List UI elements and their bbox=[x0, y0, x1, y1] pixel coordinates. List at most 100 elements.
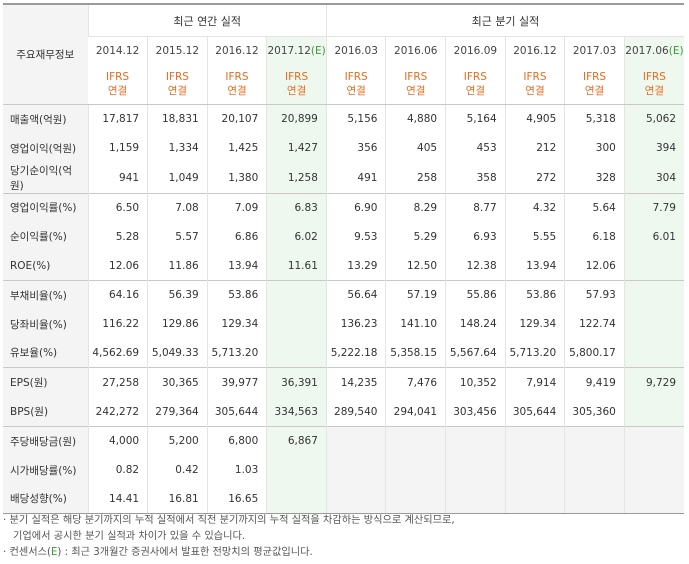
ifrs-standard: IFRS bbox=[225, 71, 249, 83]
value-cell: 1,427 bbox=[266, 133, 327, 163]
value-cell bbox=[266, 455, 327, 485]
table-row: 순이익률(%) 5.28 5.57 6.86 6.02 9.53 5.29 6.93 5.55 6… bbox=[3, 222, 684, 252]
value-cell: 5,800.17 bbox=[564, 338, 625, 368]
value-cell: 1.03 bbox=[206, 455, 267, 485]
value-cell: 129.34 bbox=[206, 309, 267, 339]
value-cell: 13.29 bbox=[325, 251, 386, 281]
value-cell bbox=[623, 425, 684, 456]
value-cell: 4,562.69 bbox=[87, 338, 148, 368]
period-label: 2015.12 bbox=[155, 44, 200, 57]
value-cell bbox=[266, 279, 327, 310]
value-cell: 272 bbox=[504, 162, 565, 194]
value-cell: 491 bbox=[325, 162, 386, 194]
row-label: 유보율(%) bbox=[3, 338, 88, 368]
value-cell bbox=[266, 338, 327, 368]
row-label: 영업이익률(%) bbox=[3, 192, 88, 223]
row-label: BPS(원) bbox=[3, 397, 88, 427]
value-cell: 57.93 bbox=[564, 279, 625, 310]
ifrs-standard: IFRS bbox=[285, 71, 309, 83]
value-cell: 64.16 bbox=[87, 279, 148, 310]
value-cell: 356 bbox=[325, 133, 386, 163]
value-cell: 1,258 bbox=[266, 162, 327, 194]
value-cell: 8.29 bbox=[385, 192, 446, 223]
row-label: 당기순이익(억원) bbox=[3, 162, 88, 194]
ifrs-label: IFRS 연결 bbox=[445, 64, 506, 105]
ifrs-standard: IFRS bbox=[463, 71, 487, 83]
ifrs-consolidated: 연결 bbox=[525, 85, 545, 97]
period-header: 2017.03 bbox=[564, 36, 625, 64]
value-cell: 5,713.20 bbox=[206, 338, 267, 368]
row-label: 부채비율(%) bbox=[3, 279, 88, 310]
ifrs-consolidated: 연결 bbox=[346, 85, 366, 97]
value-cell: 5,358.15 bbox=[385, 338, 446, 368]
row-label: 영업이익(억원) bbox=[3, 133, 88, 163]
value-cell: 294,041 bbox=[385, 397, 446, 427]
period-header: 2017.12(E) bbox=[266, 36, 327, 64]
ifrs-standard: IFRS bbox=[642, 71, 666, 83]
value-cell bbox=[504, 484, 565, 515]
value-cell: 30,365 bbox=[147, 367, 208, 398]
value-cell bbox=[325, 455, 386, 485]
quarter-group-header: 최근 분기 실적 bbox=[325, 3, 684, 37]
value-cell bbox=[564, 484, 625, 515]
period-label: 2016.03 bbox=[334, 44, 378, 57]
value-cell: 6.01 bbox=[623, 222, 684, 252]
value-cell: 148.24 bbox=[445, 309, 506, 339]
value-cell: 9.53 bbox=[325, 222, 386, 252]
value-cell: 4,880 bbox=[385, 104, 446, 134]
value-cell: 0.42 bbox=[147, 455, 208, 485]
ifrs-label: IFRS 연결 bbox=[266, 64, 327, 105]
value-cell: 453 bbox=[445, 133, 506, 163]
value-cell bbox=[445, 425, 506, 456]
table-row: 시가배당률(%) 0.82 0.42 1.03 bbox=[3, 455, 684, 485]
value-cell: 20,899 bbox=[266, 104, 327, 134]
value-cell: 5.28 bbox=[87, 222, 148, 252]
ifrs-label: IFRS 연결 bbox=[385, 64, 446, 105]
ifrs-standard: IFRS bbox=[105, 71, 130, 83]
table-row: ROE(%) 12.06 11.86 13.94 11.61 13.29 12.50 12.3… bbox=[3, 251, 684, 281]
period-label: 2016.06 bbox=[394, 44, 438, 57]
value-cell: 14,235 bbox=[325, 367, 386, 398]
period-label: 2016.09 bbox=[453, 44, 498, 57]
value-cell: 18,831 bbox=[147, 104, 208, 134]
value-cell: 6,867 bbox=[266, 425, 327, 456]
value-cell bbox=[564, 455, 625, 485]
value-cell: 9,419 bbox=[564, 367, 625, 398]
value-cell: 116.22 bbox=[87, 309, 148, 339]
financial-table-body: 매출액(억원) 17,817 18,831 20,107 20,899 5,156 4,88… bbox=[3, 104, 684, 515]
value-cell bbox=[504, 425, 565, 456]
footnotes: · 분기 실적은 해당 분기까지의 누적 실적에서 직전 분기까지의 누적 실적… bbox=[3, 513, 684, 561]
table-row: 당기순이익(억원) 941 1,049 1,380 1,258 491 258 358 272 3… bbox=[3, 162, 684, 194]
value-cell: 941 bbox=[87, 162, 148, 194]
period-header: 2016.09 bbox=[445, 36, 506, 64]
value-cell: 129.86 bbox=[147, 309, 208, 339]
value-cell: 5,156 bbox=[325, 104, 386, 134]
ifrs-label: IFRS 연결 bbox=[325, 64, 386, 105]
value-cell: 5,164 bbox=[445, 104, 506, 134]
value-cell: 7.79 bbox=[623, 192, 684, 223]
table-row: 배당성향(%) 14.41 16.81 16.65 bbox=[3, 484, 684, 515]
ifrs-consolidated: 연결 bbox=[644, 85, 665, 97]
period-label: 2016.12 bbox=[215, 44, 259, 57]
value-cell: 10,352 bbox=[445, 367, 506, 398]
period-header: 2016.06 bbox=[385, 36, 446, 64]
value-cell: 16.65 bbox=[206, 484, 267, 515]
value-cell: 129.34 bbox=[504, 309, 565, 339]
value-cell bbox=[623, 279, 684, 310]
period-label: 2017.12 bbox=[267, 44, 311, 57]
value-cell bbox=[623, 251, 684, 281]
value-cell: 12.50 bbox=[385, 251, 446, 281]
ifrs-consolidated: 연결 bbox=[227, 85, 247, 97]
ifrs-standard: IFRS bbox=[165, 71, 189, 83]
value-cell bbox=[385, 425, 446, 456]
period-header-row: 2014.12 2015.12 2016.12 2017.12(E) 2016.03 20… bbox=[3, 36, 684, 64]
estimate-mark: E bbox=[50, 547, 58, 558]
period-header: 2016.12 bbox=[504, 36, 565, 64]
ifrs-label: IFRS 연결 bbox=[504, 64, 565, 105]
table-row: 유보율(%) 4,562.69 5,049.33 5,713.20 5,222.18 5,… bbox=[3, 338, 684, 368]
value-cell: 122.74 bbox=[564, 309, 625, 339]
table-row: EPS(원) 27,258 30,365 39,977 36,391 14,235 7,47… bbox=[3, 367, 684, 398]
value-cell: 6,800 bbox=[206, 425, 267, 456]
value-cell: 8.77 bbox=[445, 192, 506, 223]
value-cell: 20,107 bbox=[206, 104, 267, 134]
